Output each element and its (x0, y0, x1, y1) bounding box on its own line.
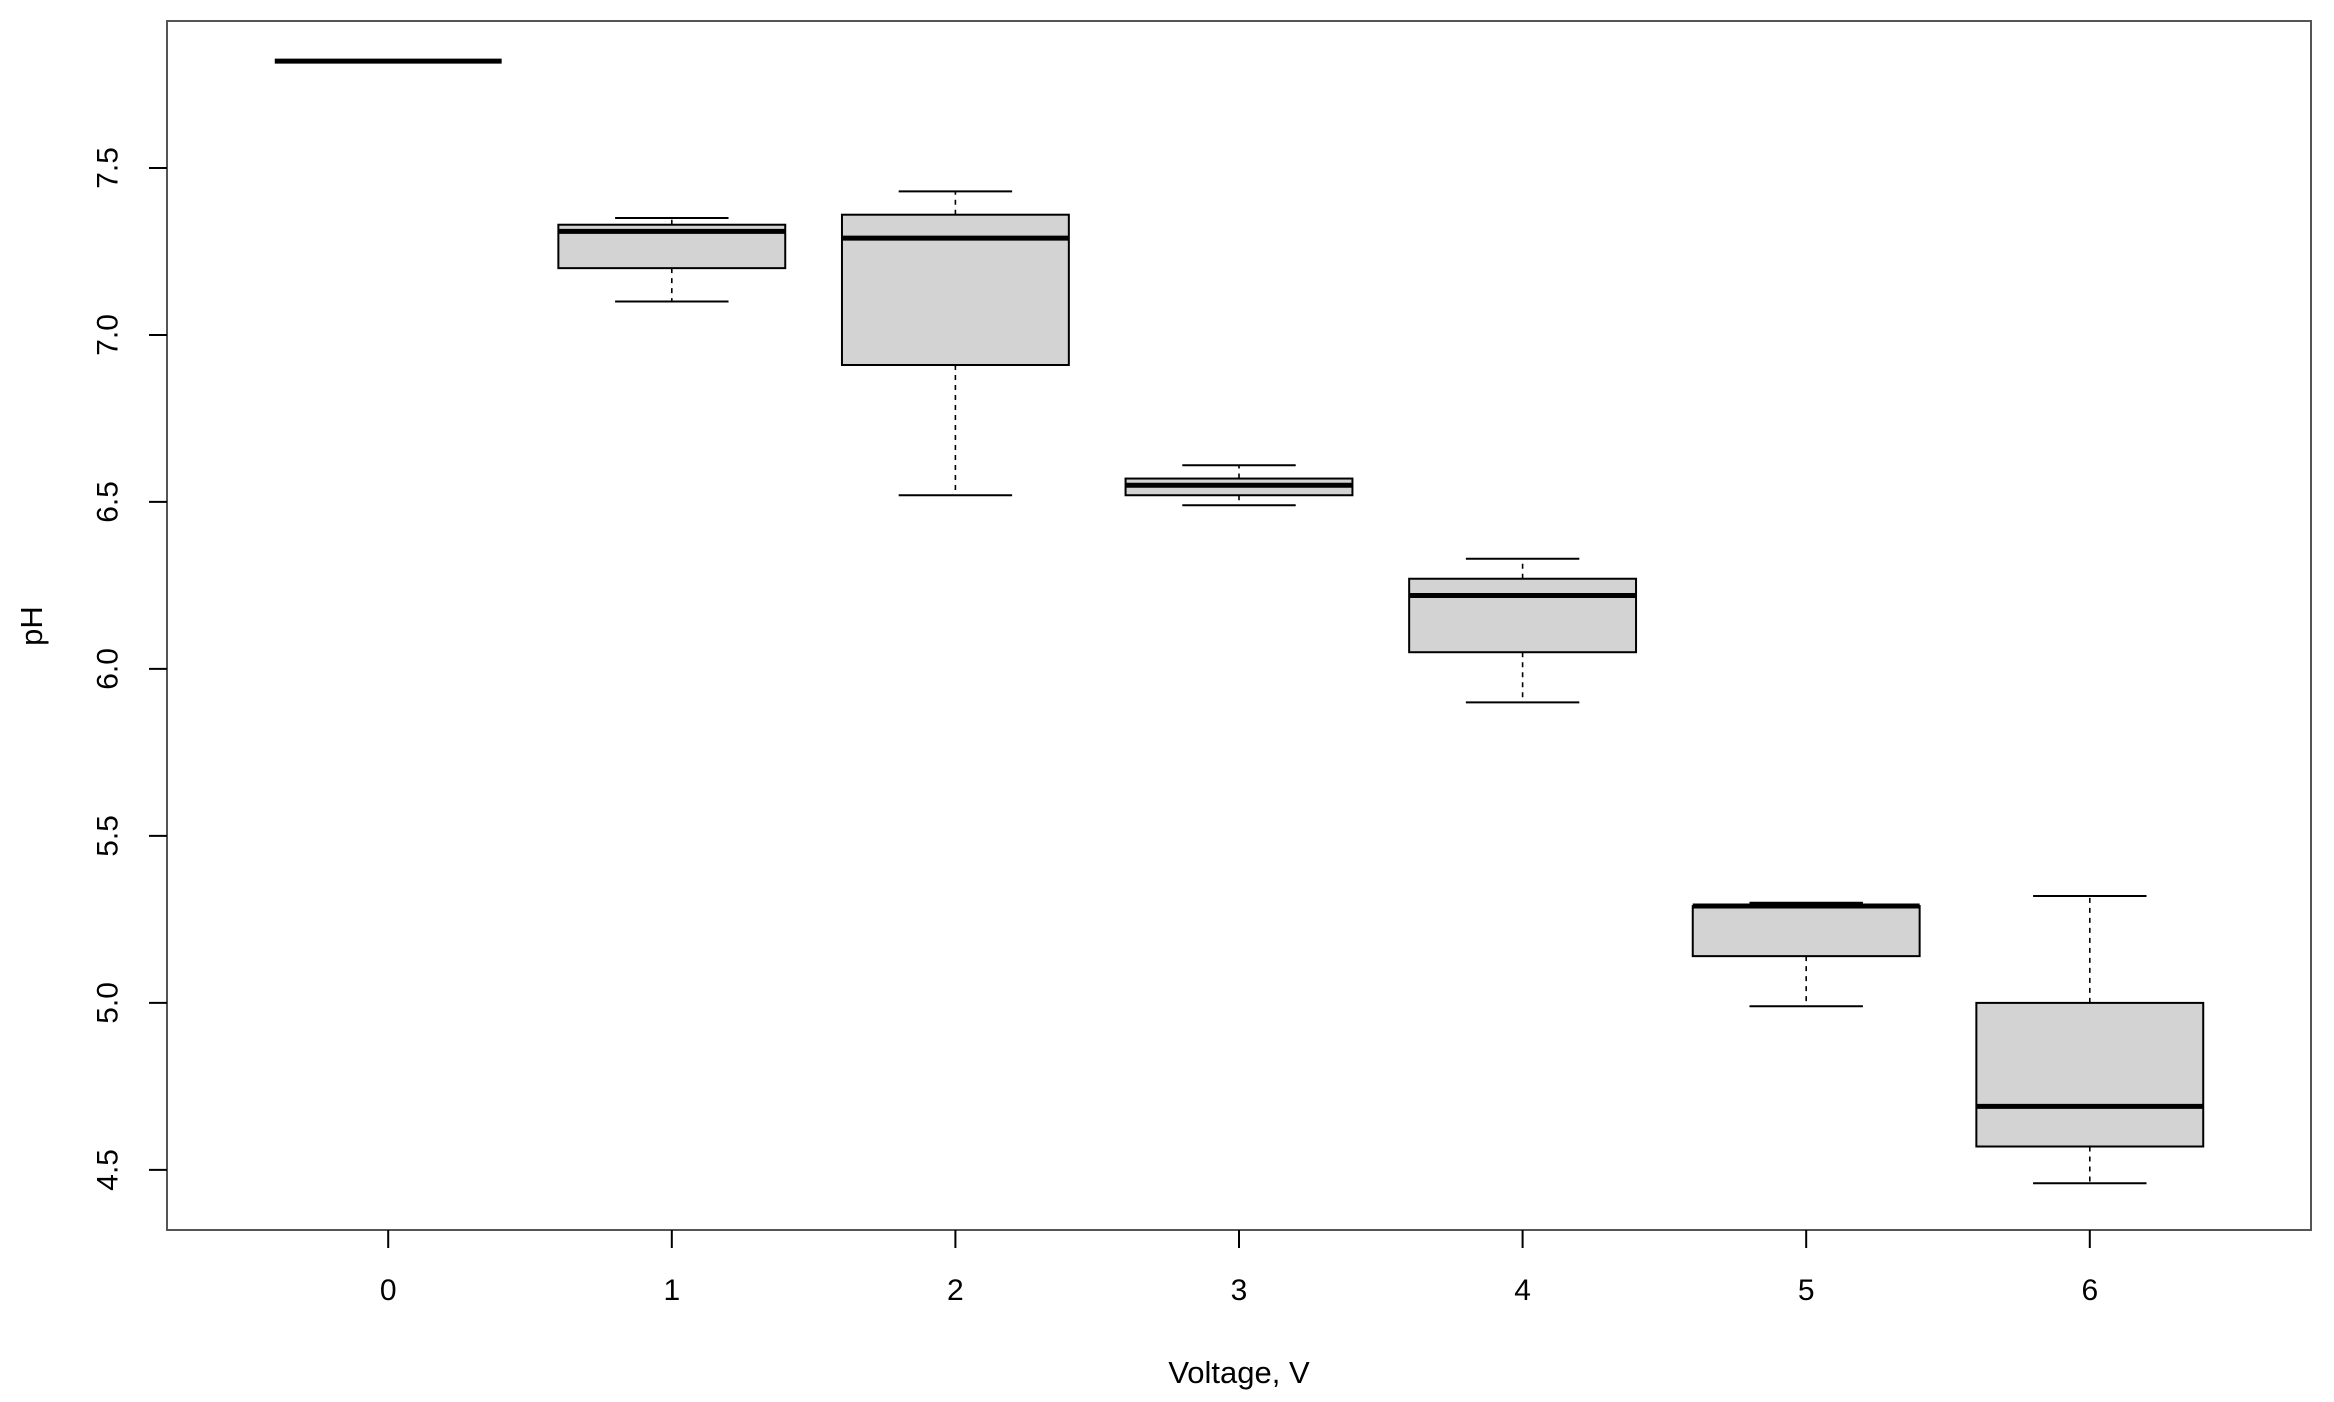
box-5 (1691, 901, 1921, 1008)
iqr-box (1691, 905, 1921, 958)
x-tick-label: 2 (947, 1274, 964, 1307)
y-axis: 4.5 5.0 5.5 6.0 6.5 7.0 7.5 (92, 147, 167, 1191)
x-tick-label: 5 (1798, 1274, 1815, 1307)
y-tick-label: 5.0 (92, 982, 125, 1024)
y-tick-label: 5.5 (92, 815, 125, 857)
boxes (274, 58, 2205, 1185)
x-axis-label: Voltage, V (1168, 1355, 1310, 1390)
y-tick-label: 7.0 (92, 314, 125, 356)
x-tick-label: 1 (663, 1274, 680, 1307)
iqr-box (1408, 577, 1638, 654)
x-axis: 0 1 2 3 4 5 6 (380, 1230, 2098, 1307)
x-tick-label: 3 (1231, 1274, 1248, 1307)
x-tick-label: 6 (2081, 1274, 2098, 1307)
x-tick-label: 4 (1514, 1274, 1531, 1307)
x-tick-label: 0 (380, 1274, 397, 1307)
box-1 (557, 217, 787, 303)
y-tick-label: 4.5 (92, 1149, 125, 1191)
y-axis-label: pH (14, 606, 49, 646)
iqr-box (1975, 1001, 2205, 1148)
box-6 (1975, 895, 2205, 1185)
y-tick-label: 6.0 (92, 648, 125, 690)
box-3 (1124, 464, 1354, 507)
y-tick-label: 7.5 (92, 147, 125, 189)
box-2 (840, 190, 1070, 497)
box-4 (1408, 557, 1638, 704)
y-tick-label: 6.5 (92, 481, 125, 523)
